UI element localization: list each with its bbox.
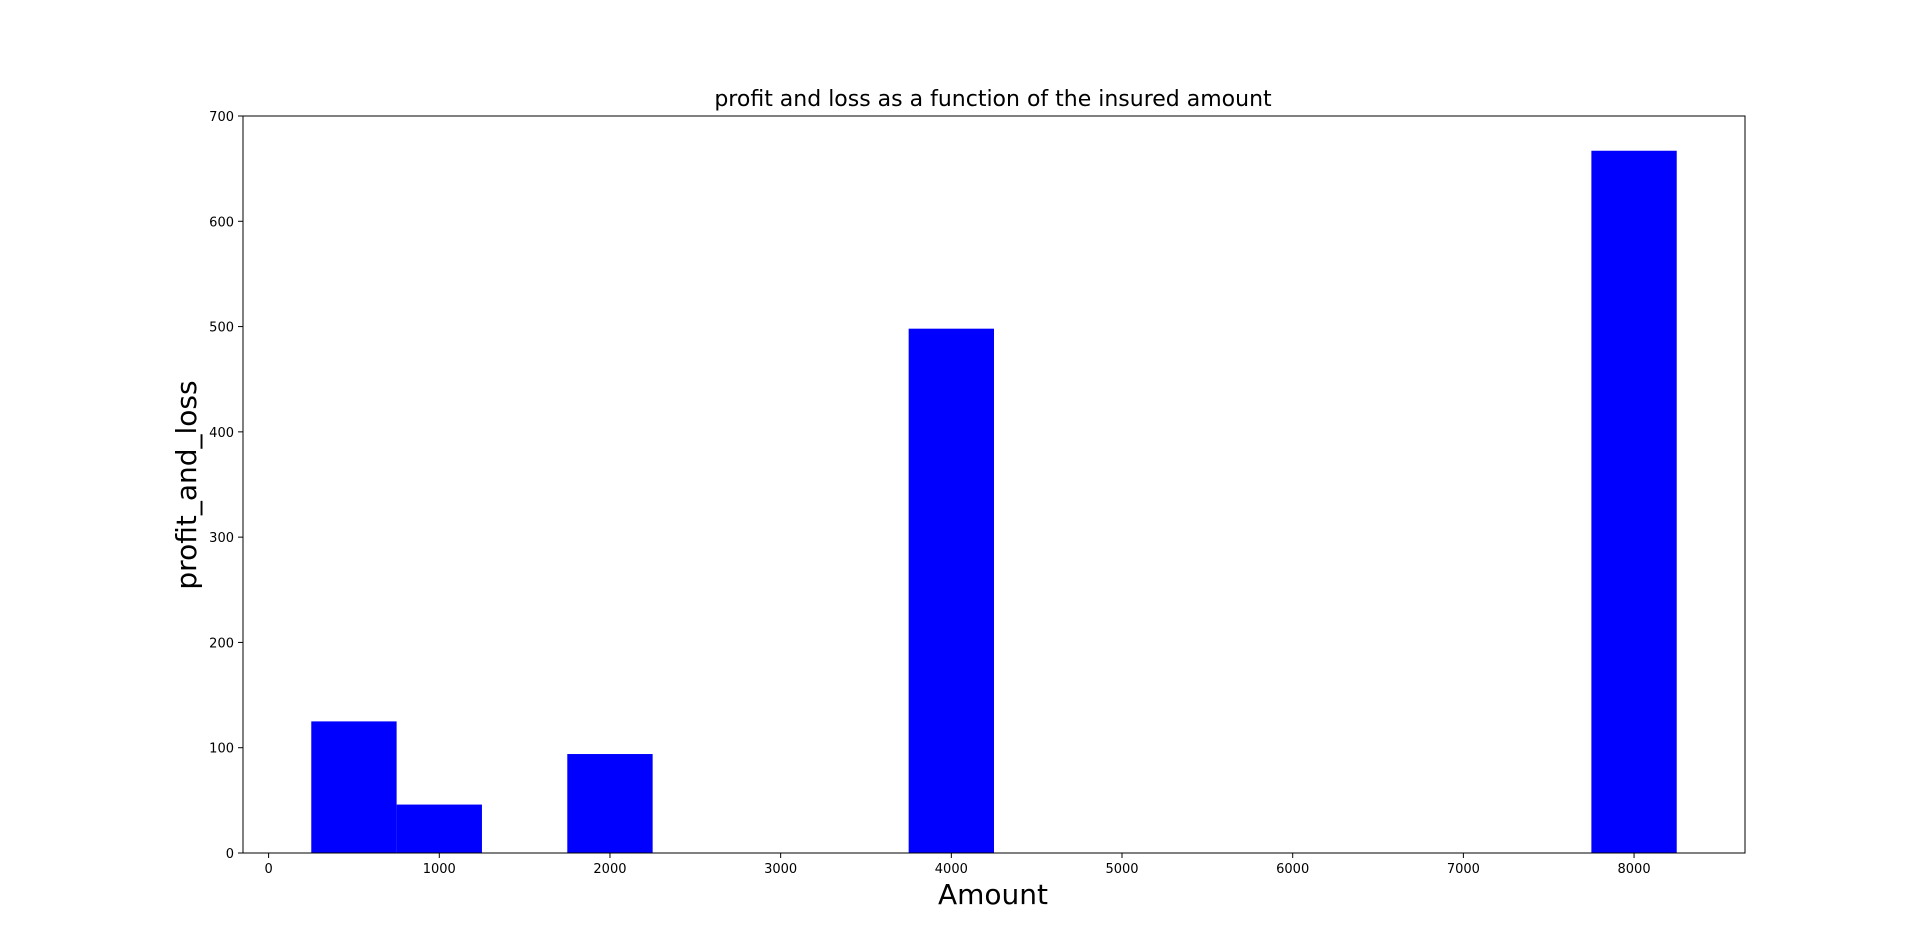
y-tick-label-4: 400 — [209, 426, 234, 441]
x-tick-label-8: 8000 — [1618, 862, 1651, 877]
x-tick-label-0: 0 — [264, 862, 272, 877]
y-tick-label-5: 500 — [209, 321, 234, 336]
x-tick-label-3: 3000 — [764, 862, 797, 877]
y-axis-label: profit_and_loss — [170, 380, 203, 589]
x-tick-label-4: 4000 — [935, 862, 968, 877]
chart-title: profit and loss as a function of the ins… — [714, 87, 1272, 112]
y-tick-label-1: 100 — [209, 742, 234, 757]
y-tick-label-0: 0 — [226, 847, 234, 862]
x-tick-label-1: 1000 — [423, 862, 456, 877]
y-tick-label-7: 700 — [209, 110, 234, 125]
bar-1 — [396, 804, 482, 853]
bar-2 — [567, 754, 653, 853]
x-tick-label-7: 7000 — [1447, 862, 1480, 877]
plot-frame — [242, 115, 1746, 854]
y-tick-label-3: 300 — [209, 531, 234, 546]
x-tick-label-6: 6000 — [1276, 862, 1309, 877]
x-tick-label-2: 2000 — [593, 862, 626, 877]
axes-layer: 0 1000 2000 3000 4000 5000 6000 7000 8000 0 100 200… — [209, 110, 1650, 877]
x-axis-label: Amount — [938, 878, 1048, 911]
y-tick-label-6: 600 — [209, 215, 234, 230]
bar-0 — [311, 721, 397, 853]
bars-layer — [311, 150, 1677, 854]
bar-4 — [1591, 150, 1677, 854]
y-tick-label-2: 200 — [209, 636, 234, 651]
bar-3 — [908, 328, 994, 854]
x-tick-label-5: 5000 — [1105, 862, 1138, 877]
